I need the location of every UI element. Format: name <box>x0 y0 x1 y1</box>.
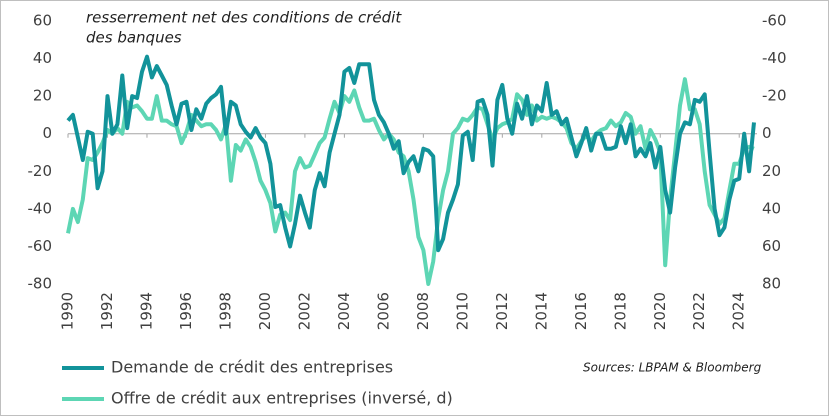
y-tick-label: 40 <box>33 49 52 67</box>
x-tick-label: 2014 <box>532 292 550 330</box>
annotation: des banques <box>86 29 182 47</box>
x-tick-label: 2000 <box>256 292 274 330</box>
y2-tick-label: 40 <box>762 199 781 217</box>
x-tick-label: 2008 <box>414 292 432 330</box>
y-tick-label: -20 <box>28 162 53 180</box>
series-line <box>66 54 756 253</box>
y-tick-label: -80 <box>28 275 53 293</box>
legend-label: Offre de crédit aux entreprises (inversé… <box>111 389 453 408</box>
y-tick-label: 60 <box>33 12 52 30</box>
x-tick-label: 2024 <box>730 292 748 330</box>
x-tick-label: 2016 <box>572 292 590 330</box>
x-tick-label: 2002 <box>295 292 313 330</box>
y-tick-label: -60 <box>28 237 53 255</box>
series-line <box>66 77 755 286</box>
x-tick-label: 2012 <box>493 292 511 330</box>
x-tick-label: 2022 <box>690 292 708 330</box>
y2-tick-label: 80 <box>762 275 781 293</box>
legend-label: Demande de crédit des entreprises <box>111 358 393 377</box>
annotation: resserrement net des conditions de crédi… <box>86 9 402 27</box>
y2-tick-label: -20 <box>762 87 787 105</box>
x-tick-label: 1994 <box>137 292 155 330</box>
x-tick-label: 1998 <box>216 292 234 330</box>
y2-tick-label: -60 <box>762 12 787 30</box>
x-tick-label: 2020 <box>651 292 669 330</box>
x-tick-label: 2004 <box>335 292 353 330</box>
y2-tick-label: 0 <box>762 124 772 142</box>
y2-tick-label: -40 <box>762 49 787 67</box>
x-tick-label: 1990 <box>59 292 77 330</box>
y2-tick-label: 20 <box>762 162 781 180</box>
y-tick-label: -40 <box>28 199 53 217</box>
y-tick-label: 20 <box>33 87 52 105</box>
x-tick-label: 1996 <box>177 292 195 330</box>
x-tick-label: 2010 <box>453 292 471 330</box>
y-tick-label: 0 <box>42 124 52 142</box>
x-tick-label: 2006 <box>374 292 392 330</box>
y2-tick-label: 60 <box>762 237 781 255</box>
x-tick-label: 1992 <box>98 292 116 330</box>
source: Sources: LBPAM & Bloomberg <box>583 361 762 375</box>
x-tick-label: 2018 <box>611 292 629 330</box>
